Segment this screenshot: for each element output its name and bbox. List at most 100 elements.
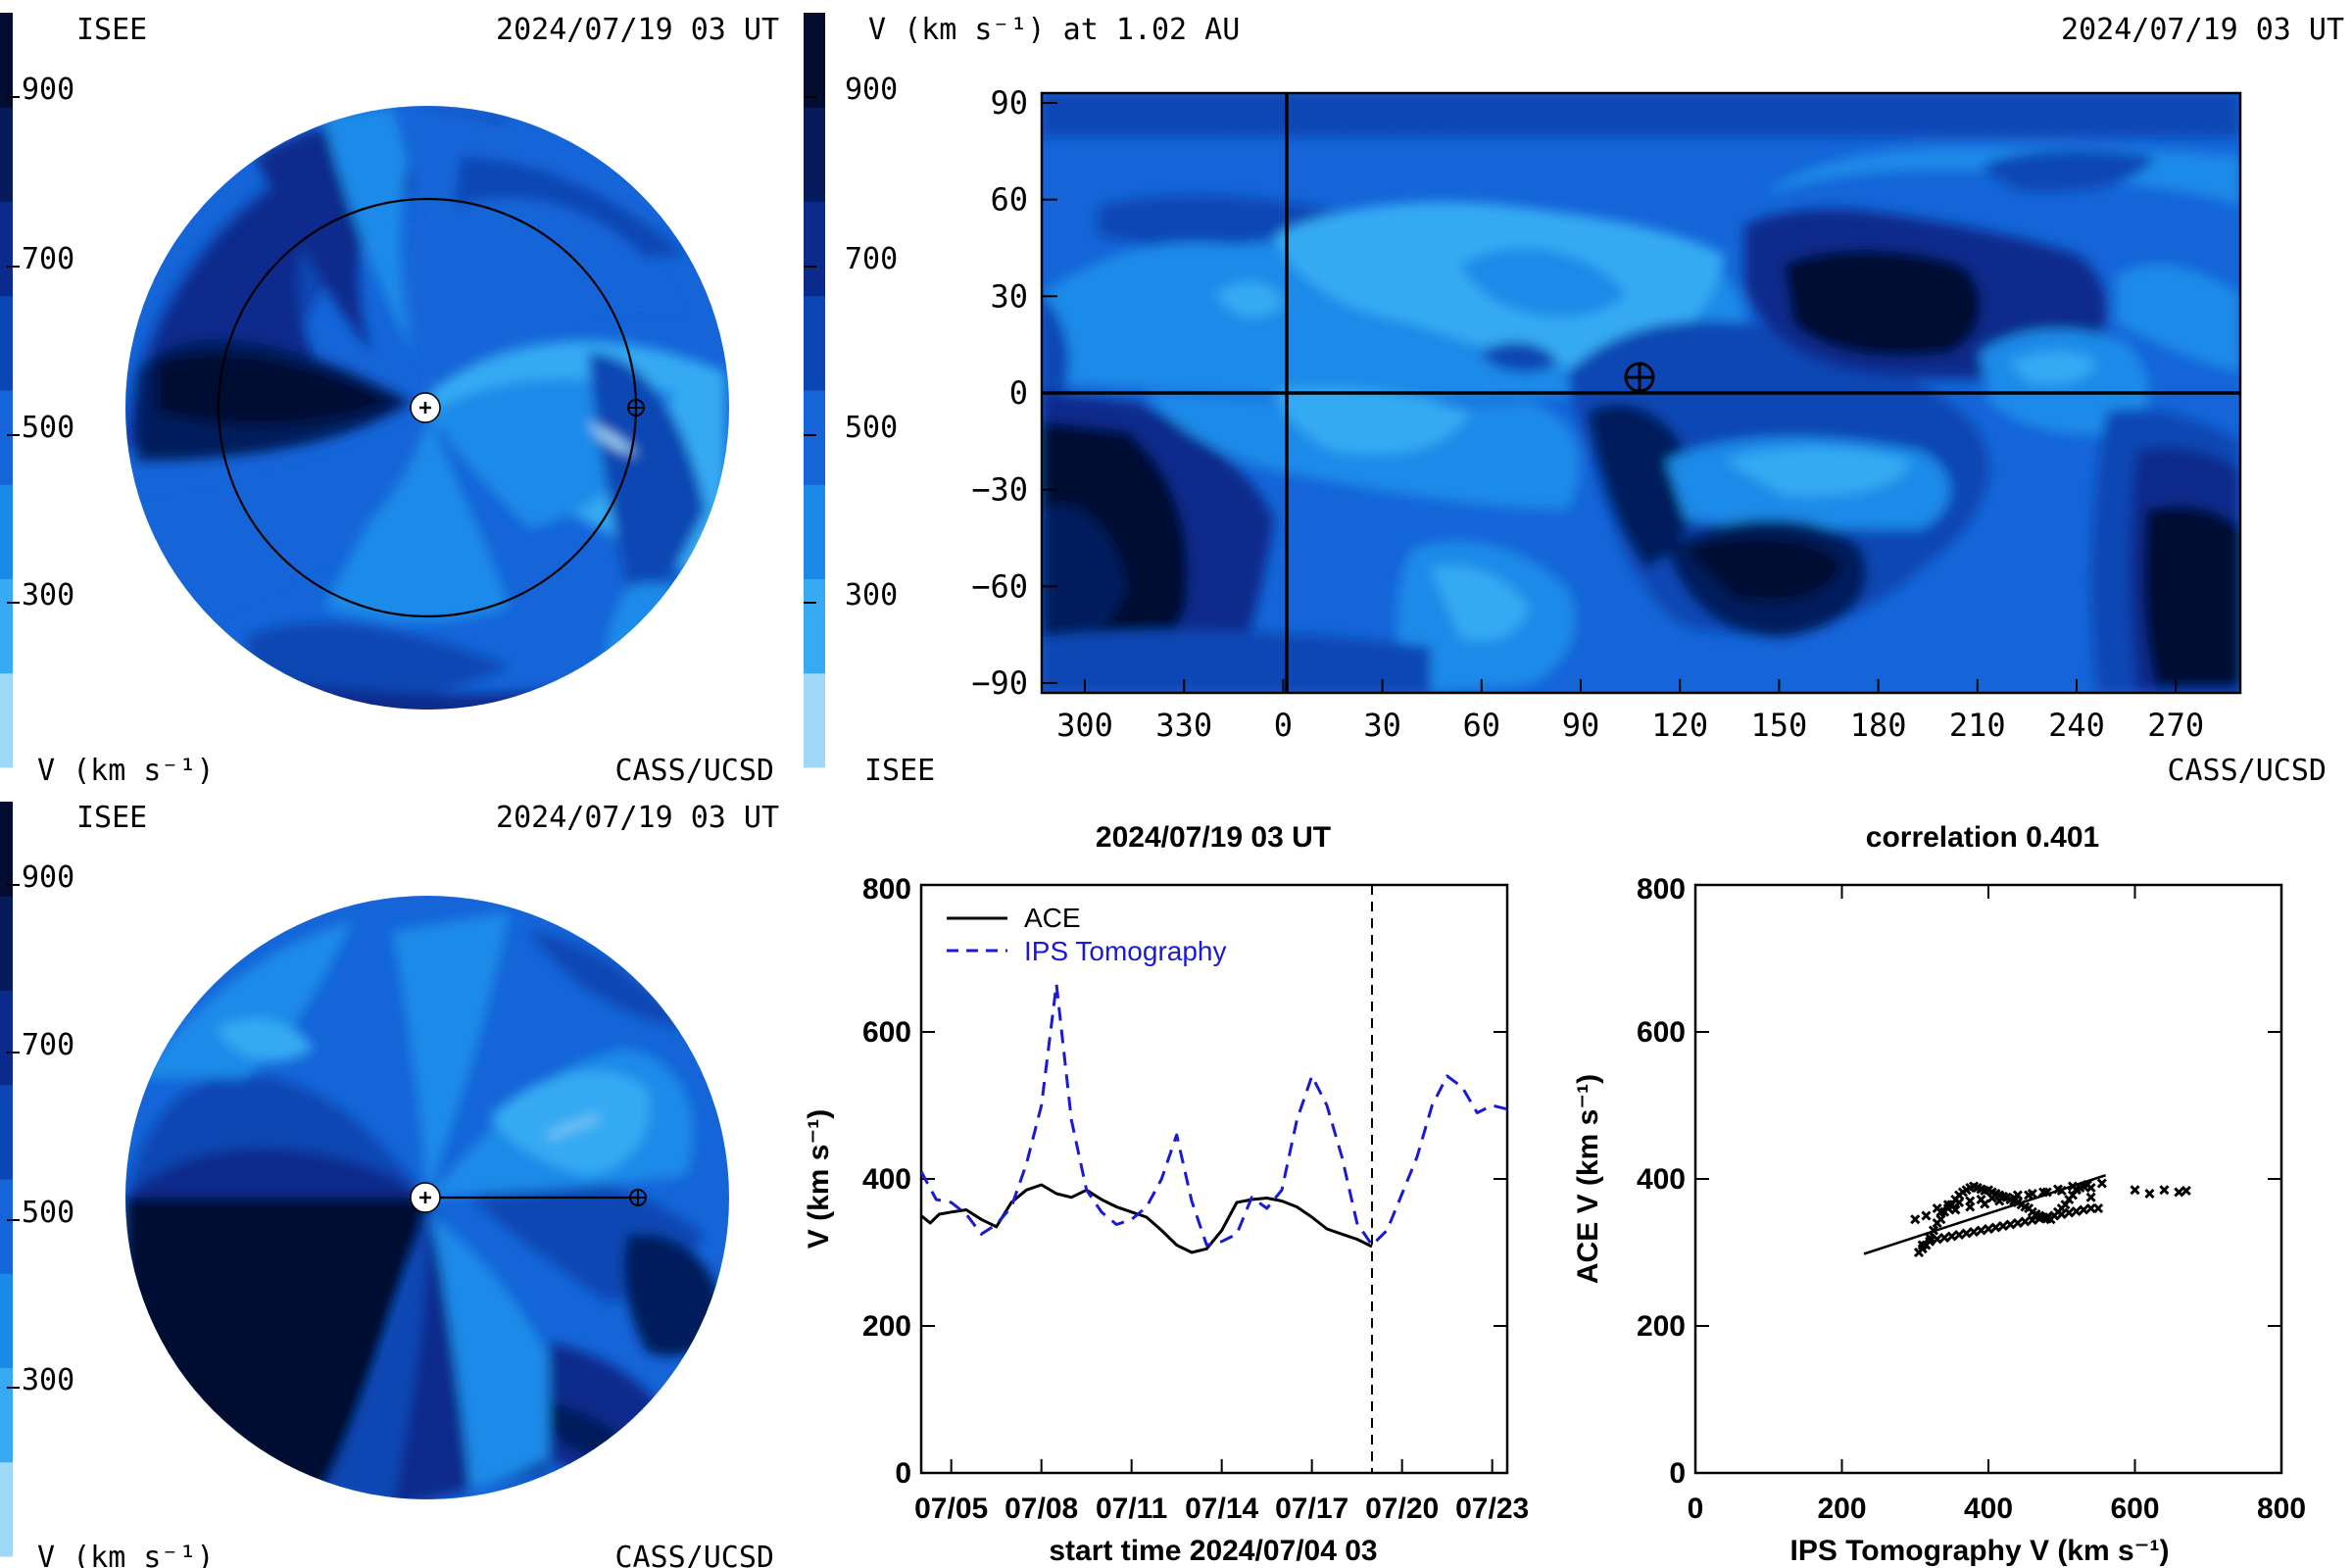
scatter-point <box>2064 1207 2075 1218</box>
sc-y-tick-label-0: 800 <box>1637 873 1686 906</box>
scatter-point <box>1997 1220 2009 1232</box>
bottom-left-org-label: ISEE <box>76 801 147 835</box>
legend-ips-label: IPS Tomography <box>1024 936 1227 966</box>
scatter-point <box>1954 1197 1965 1208</box>
top-right-colorbar-swatch-7 <box>804 13 825 108</box>
map-y-tick-label-2: 30 <box>990 277 1028 315</box>
top-right-org-label: ISEE <box>864 754 935 788</box>
scatter-point <box>2130 1185 2140 1196</box>
top-right-colorbar-swatch-0 <box>804 672 825 768</box>
bottom-left-cbar-tick-900: 900 <box>22 860 74 895</box>
scatter-point <box>2079 1204 2089 1215</box>
scatter-point <box>1910 1214 1921 1225</box>
top-left-earth-marker <box>627 399 645 416</box>
bottom-left-sun-marker <box>410 1182 441 1213</box>
top-left-cbar-tick-300: 300 <box>22 578 74 612</box>
scatter-point <box>2020 1216 2031 1227</box>
bottom-left-cbar-label: V (km s⁻¹) <box>37 1541 215 1568</box>
scatter-point <box>2005 1219 2016 1230</box>
scatter-point <box>2041 1211 2052 1223</box>
scatter-point <box>2174 1187 2184 1198</box>
ts-x-tick-label-5: 07/20 <box>1365 1493 1439 1525</box>
scatter-point <box>1954 1229 1965 1241</box>
sc-y-tick-label-4: 0 <box>1669 1457 1686 1490</box>
map-y-tick-label-3: 0 <box>1009 374 1028 412</box>
map-x-tick-label-2: 0 <box>1274 707 1293 744</box>
time-series-title: 2024/07/19 03 UT <box>1096 821 1331 854</box>
top-right-title: V (km s⁻¹) at 1.02 AU <box>868 13 1240 47</box>
scatter-point <box>1983 1223 1994 1235</box>
top-right-cbar-tick-300: 300 <box>845 578 898 612</box>
bottom-left-colorbar-swatch-4 <box>0 1084 13 1180</box>
top-left-cbar-tick-700: 700 <box>22 242 74 276</box>
bottom-left-cbar-tick-300: 300 <box>22 1363 74 1397</box>
map-x-tick-label-3: 30 <box>1363 707 1401 744</box>
scatter-point <box>1939 1232 1950 1244</box>
map-y-tick-label-6: −90 <box>971 664 1028 702</box>
time-series-ylabel: V (km s⁻¹) <box>803 1109 835 1250</box>
ts-x-tick-label-0: 07/05 <box>914 1493 988 1525</box>
synoptic-map-axes: 300 330 0 30 60 90 120 150 180 210 240 2709060300−3… <box>971 84 2204 744</box>
time-series-xlabel: start time 2024/07/04 03 <box>1049 1535 1377 1567</box>
top-left-colorbar-swatch-5 <box>0 201 13 297</box>
ips-series-line <box>921 982 1507 1247</box>
time-series-panel: 2024/07/19 03 UT 800 600 400 200 007/05 07/08… <box>803 821 1529 1567</box>
scatter-axes: 800 600 400 200 00 200 400 600 800 <box>1637 873 2306 1525</box>
scatter-point <box>1986 1193 1997 1203</box>
top-right-colorbar-swatch-3 <box>804 390 825 485</box>
scatter-points <box>1910 1178 2191 1258</box>
sc-x-tick-label-2: 400 <box>1964 1493 2013 1525</box>
scatter-point <box>2180 1185 2191 1197</box>
top-left-panel: 900 700 500 300 ISEE 2024/07/19 03 UT V … <box>0 13 779 788</box>
top-left-cbar-tick-500: 500 <box>22 411 74 445</box>
top-right-panel: 900 700 500 300 V (km s⁻¹) at 1.02 AU 20… <box>804 13 2344 788</box>
map-x-tick-label-7: 150 <box>1751 707 1808 744</box>
sc-y-tick-label-1: 600 <box>1637 1016 1686 1049</box>
top-left-colorbar-swatch-3 <box>0 390 13 485</box>
scatter-point <box>1961 1228 1972 1239</box>
sc-x-tick-label-4: 800 <box>2257 1493 2306 1525</box>
legend-ace-label: ACE <box>1024 903 1081 933</box>
top-left-cbar-label: V (km s⁻¹) <box>37 754 215 788</box>
map-x-tick-label-0: 300 <box>1056 707 1113 744</box>
ts-y-tick-label-2: 400 <box>862 1163 911 1196</box>
map-y-tick-label-1: 60 <box>990 181 1028 219</box>
top-right-credit-label: CASS/UCSD <box>2167 754 2327 788</box>
ts-x-tick-label-2: 07/11 <box>1096 1493 1167 1525</box>
top-left-colorbar-swatch-7 <box>0 13 13 108</box>
scatter-point <box>1925 1236 1936 1247</box>
top-right-colorbar-ticks: 900 700 500 300 <box>804 73 898 612</box>
top-right-colorbar-swatch-5 <box>804 201 825 297</box>
sc-x-tick-label-1: 200 <box>1817 1493 1866 1525</box>
top-right-cbar-tick-700: 700 <box>845 242 898 276</box>
top-left-credit-label: CASS/UCSD <box>614 754 774 788</box>
scatter-point <box>1932 1234 1942 1245</box>
scatter-point <box>1976 1225 1986 1236</box>
map-x-tick-label-6: 120 <box>1651 707 1708 744</box>
scatter-point <box>2056 1208 2067 1220</box>
top-right-colorbar-swatch-6 <box>804 107 825 202</box>
scatter-point <box>2085 1202 2096 1214</box>
map-y-tick-label-0: 90 <box>990 84 1028 122</box>
top-left-sun-marker <box>410 392 441 423</box>
top-left-colorbar-swatch-4 <box>0 295 13 391</box>
bottom-left-colorbar-swatch-1 <box>0 1367 13 1463</box>
scatter-point <box>2012 1217 2023 1229</box>
top-right-colorbar-swatch-2 <box>804 484 825 579</box>
bottom-left-colorbar-swatch-7 <box>0 802 13 897</box>
ts-x-tick-label-4: 07/17 <box>1275 1493 1348 1525</box>
scatter-fit-line <box>1863 1174 2106 1255</box>
map-x-tick-label-9: 210 <box>1949 707 2006 744</box>
scatter-point <box>1936 1214 1946 1225</box>
bottom-left-credit-label: CASS/UCSD <box>614 1541 774 1568</box>
top-right-colorbar-swatch-4 <box>804 295 825 391</box>
bottom-left-time-label: 2024/07/19 03 UT <box>496 801 779 835</box>
scatter-point <box>1980 1199 1990 1209</box>
bottom-left-panel: 900 700 500 300 ISEE 2024/07/19 03 UT V … <box>0 801 779 1568</box>
bottom-left-cbar-tick-700: 700 <box>22 1028 74 1062</box>
map-x-tick-label-4: 60 <box>1463 707 1501 744</box>
time-series-frame <box>919 883 1509 1475</box>
scatter-point <box>2024 1190 2034 1200</box>
bottom-left-earth-marker <box>629 1189 647 1206</box>
